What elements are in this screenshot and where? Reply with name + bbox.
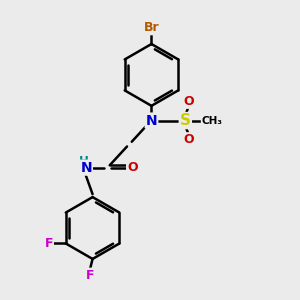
Text: S: S: [180, 113, 191, 128]
Text: Br: Br: [144, 21, 159, 34]
Text: O: O: [127, 161, 138, 174]
Text: O: O: [184, 95, 194, 108]
Text: N: N: [80, 161, 92, 175]
Text: O: O: [184, 133, 194, 146]
Text: F: F: [85, 268, 94, 282]
Text: CH₃: CH₃: [201, 116, 222, 126]
Text: H: H: [79, 155, 89, 168]
Text: F: F: [44, 237, 53, 250]
Text: N: N: [146, 114, 157, 128]
